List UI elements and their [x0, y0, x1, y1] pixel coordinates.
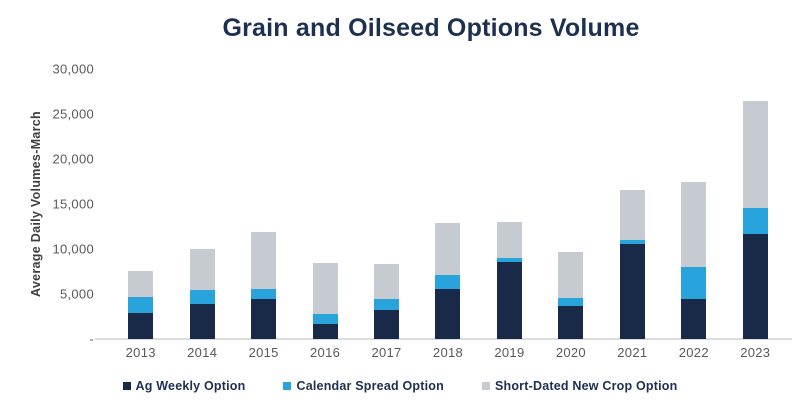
bar-segment-ag-weekly-option [558, 305, 584, 339]
x-tick-label-2020: 2020 [555, 345, 586, 360]
x-tick-label-2017: 2017 [371, 345, 402, 360]
bar-segment-short-dated-new-crop-option [251, 231, 277, 289]
bar-group-2016 [294, 69, 355, 339]
bar-segment-ag-weekly-option [681, 298, 707, 339]
x-tick-label-2013: 2013 [125, 345, 156, 360]
legend-label: Calendar Spread Option [296, 379, 444, 393]
bar-segment-short-dated-new-crop-option [558, 251, 584, 299]
bar-segment-calendar-spread-option [681, 266, 707, 299]
legend-item-short-dated-new-crop-option: Short-Dated New Crop Option [481, 379, 678, 393]
bar-segment-short-dated-new-crop-option [681, 181, 707, 267]
y-tick-label: 25,000 [52, 106, 94, 122]
bar-segment-calendar-spread-option [374, 298, 400, 311]
bar-group-2015 [233, 69, 294, 339]
bar-stack [128, 270, 154, 339]
bar-group-2019 [479, 69, 540, 339]
x-tick-label-2019: 2019 [494, 345, 525, 360]
bar-group-2013 [110, 69, 171, 339]
legend-swatch-icon [122, 382, 131, 390]
bar-group-2020 [540, 69, 601, 339]
bar-segment-ag-weekly-option [128, 312, 154, 339]
legend-swatch-icon [481, 382, 490, 390]
legend: Ag Weekly Option Calendar Spread Option Sh… [0, 379, 800, 393]
legend-swatch-icon [283, 382, 292, 390]
legend-item-calendar-spread-option: Calendar Spread Option [283, 379, 444, 393]
bar-segment-short-dated-new-crop-option [742, 101, 768, 209]
bar-segment-calendar-spread-option [558, 298, 584, 306]
bar-segment-ag-weekly-option [742, 234, 768, 339]
bar-segment-calendar-spread-option [496, 257, 522, 262]
x-tick-label-2016: 2016 [310, 345, 341, 360]
x-axis-line [95, 338, 792, 340]
bar-group-2022 [663, 69, 724, 339]
y-tick-label: 15,000 [52, 196, 94, 212]
legend-label: Short-Dated New Crop Option [494, 379, 678, 393]
bar-segment-calendar-spread-option [435, 274, 461, 289]
bar-group-2023 [725, 69, 786, 339]
bar-segment-short-dated-new-crop-option [496, 222, 522, 258]
y-tick-label: - [89, 331, 94, 347]
bar-stack [742, 101, 768, 339]
y-tick-label: 20,000 [52, 151, 94, 167]
bar-stack [435, 222, 461, 339]
bar-stack [558, 251, 584, 339]
bar-segment-calendar-spread-option [189, 290, 215, 304]
bar-segment-calendar-spread-option [128, 296, 154, 313]
y-tick-label: 5,000 [59, 286, 94, 302]
bar-segment-calendar-spread-option [619, 239, 645, 244]
plot-area [110, 69, 786, 339]
bar-segment-short-dated-new-crop-option [128, 270, 154, 297]
x-tick-label-2015: 2015 [248, 345, 279, 360]
y-axis-ticks: 30,000 25,000 20,000 15,000 10,000 5,000 - [0, 62, 100, 347]
bar-segment-short-dated-new-crop-option [374, 264, 400, 299]
bar-segment-ag-weekly-option [374, 310, 400, 339]
bar-group-2021 [602, 69, 663, 339]
bar-group-2014 [171, 69, 232, 339]
x-tick-label-2023: 2023 [740, 345, 771, 360]
bar-segment-short-dated-new-crop-option [312, 263, 338, 314]
bar-segment-ag-weekly-option [312, 323, 338, 339]
bar-group-2018 [417, 69, 478, 339]
y-tick-label: 30,000 [52, 61, 94, 77]
bar-stack [374, 264, 400, 339]
bar-segment-calendar-spread-option [742, 208, 768, 235]
bar-segment-short-dated-new-crop-option [435, 222, 461, 275]
bar-segment-calendar-spread-option [312, 313, 338, 324]
x-tick-label-2018: 2018 [432, 345, 464, 360]
x-tick-label-2022: 2022 [678, 345, 709, 360]
bar-stack [619, 189, 645, 339]
bar-stack [681, 181, 707, 339]
bar-stack [251, 231, 277, 339]
legend-label: Ag Weekly Option [135, 379, 246, 393]
bar-stack [496, 222, 522, 339]
bar-segment-ag-weekly-option [189, 303, 215, 339]
bar-segment-ag-weekly-option [619, 243, 645, 339]
chart-title: Grain and Oilseed Options Volume [222, 14, 640, 42]
x-tick-label-2021: 2021 [617, 345, 648, 360]
bar-stack [189, 249, 215, 339]
bar-segment-short-dated-new-crop-option [189, 249, 215, 291]
bar-stack [312, 263, 338, 339]
bar-segment-ag-weekly-option [496, 261, 522, 339]
y-tick-label: 10,000 [52, 241, 94, 257]
bar-segment-short-dated-new-crop-option [619, 189, 645, 240]
bar-group-2017 [356, 69, 417, 339]
x-axis-labels: 2013 2014 2015 2016 2017 2018 2019 2020 2021 2022… [110, 345, 786, 360]
bar-segment-ag-weekly-option [251, 298, 277, 339]
legend-item-ag-weekly-option: Ag Weekly Option [122, 379, 246, 393]
x-tick-label-2014: 2014 [187, 345, 218, 360]
bar-segment-ag-weekly-option [435, 288, 461, 339]
bar-segment-calendar-spread-option [251, 288, 277, 299]
